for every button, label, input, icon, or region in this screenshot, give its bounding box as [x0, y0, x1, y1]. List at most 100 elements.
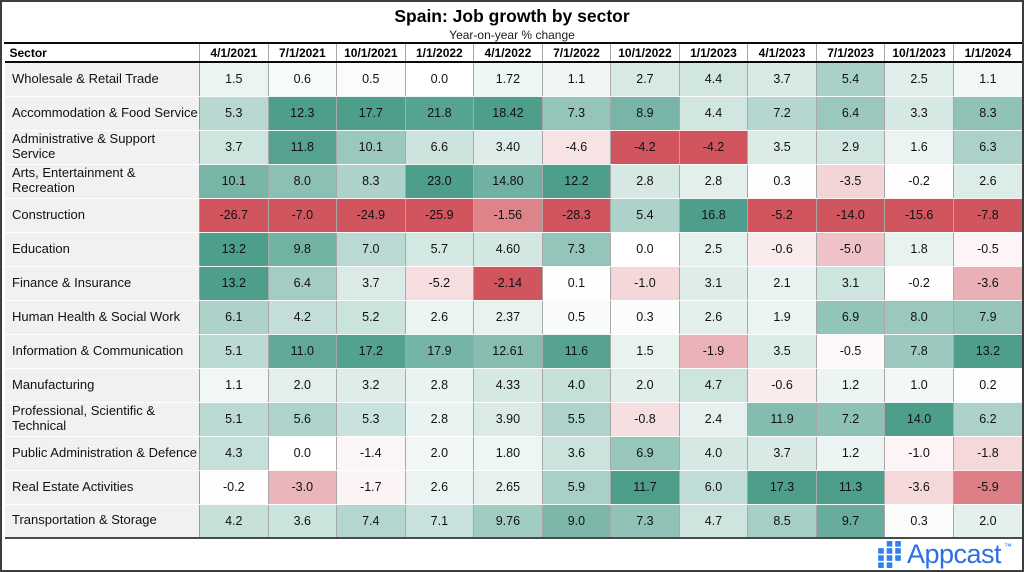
heatmap-cell: 2.6 [405, 300, 475, 335]
sector-column-header: Sector [3, 42, 200, 63]
heatmap-cell: -0.8 [610, 402, 680, 437]
heatmap-cell: 7.3 [542, 96, 612, 131]
heatmap-cell: 2.0 [405, 436, 475, 471]
date-column-header: 4/1/2023 [747, 42, 817, 63]
row-label: Construction [2, 198, 200, 233]
heatmap-cell: 11.7 [610, 470, 680, 505]
heatmap-cell: -26.7 [199, 198, 269, 233]
heatmap-cell: -3.6 [884, 470, 954, 505]
heatmap-cell: 2.4 [679, 402, 749, 437]
heatmap-cell: 9.76 [473, 504, 543, 539]
table-body: Wholesale & Retail Trade 1.5 0.6 0.5 0.0 1.72… [2, 62, 1022, 539]
heatmap-cell: 16.8 [679, 198, 749, 233]
heatmap-cell: 9.0 [542, 504, 612, 539]
heatmap-cell: 6.2 [953, 402, 1022, 437]
heatmap-cell: 6.4 [816, 96, 886, 131]
heatmap-cell: 11.9 [747, 402, 817, 437]
heatmap-cell: 7.9 [953, 300, 1022, 335]
heatmap-cell: 0.0 [610, 232, 680, 267]
heatmap-cell: 7.2 [816, 402, 886, 437]
heatmap-cell: 5.9 [542, 470, 612, 505]
heatmap-cell: 3.6 [268, 504, 338, 539]
heatmap-cell: 6.0 [679, 470, 749, 505]
heatmap-cell: 3.5 [747, 334, 817, 369]
heatmap-cell: 0.3 [610, 300, 680, 335]
heatmap-cell: 0.3 [747, 164, 817, 199]
sector-growth-table: Sector 4/1/2021 7/1/2021 10/1/2021 1/1/2022 4… [2, 42, 1022, 539]
date-column-header: 4/1/2021 [199, 42, 269, 63]
heatmap-cell: 4.3 [199, 436, 269, 471]
heatmap-cell: 3.90 [473, 402, 543, 437]
heatmap-cell: 7.8 [884, 334, 954, 369]
heatmap-cell: -5.9 [953, 470, 1022, 505]
heatmap-cell: 2.8 [679, 164, 749, 199]
heatmap-cell: 1.1 [542, 62, 612, 97]
row-label: Information & Communication [2, 334, 200, 369]
heatmap-cell: 1.6 [884, 130, 954, 165]
heatmap-cell: 2.0 [953, 504, 1022, 539]
row-label: Finance & Insurance [2, 266, 200, 301]
heatmap-cell: 5.1 [199, 334, 269, 369]
row-label: Education [2, 232, 200, 267]
heatmap-cell: 4.2 [268, 300, 338, 335]
heatmap-cell: -1.0 [884, 436, 954, 471]
table-row: Wholesale & Retail Trade 1.5 0.6 0.5 0.0 1.72… [2, 62, 1022, 97]
heatmap-cell: 6.9 [816, 300, 886, 335]
heatmap-cell: 4.0 [679, 436, 749, 471]
table-row: Real Estate Activities -0.2 -3.0 -1.7 2.6 2.6… [2, 470, 1022, 505]
heatmap-cell: 17.3 [747, 470, 817, 505]
heatmap-cell: 4.2 [199, 504, 269, 539]
heatmap-cell: 6.6 [405, 130, 475, 165]
heatmap-cell: 4.7 [679, 368, 749, 403]
heatmap-cell: -1.4 [336, 436, 406, 471]
heatmap-cell: -1.9 [679, 334, 749, 369]
heatmap-cell: 0.0 [405, 62, 475, 97]
heatmap-cell: 12.2 [542, 164, 612, 199]
heatmap-cell: 23.0 [405, 164, 475, 199]
heatmap-cell: 1.8 [884, 232, 954, 267]
table-row: Accommodation & Food Service 5.3 12.3 17.7 2… [2, 96, 1022, 131]
title-block: Spain: Job growth by sector Year-on-year… [2, 2, 1022, 42]
heatmap-cell: 18.42 [473, 96, 543, 131]
heatmap-cell: 0.3 [884, 504, 954, 539]
heatmap-cell: 12.61 [473, 334, 543, 369]
heatmap-cell: 5.4 [610, 198, 680, 233]
heatmap-cell: 9.7 [816, 504, 886, 539]
date-column-header: 10/1/2021 [336, 42, 406, 63]
date-column-header: 7/1/2021 [268, 42, 338, 63]
heatmap-cell: 4.7 [679, 504, 749, 539]
heatmap-cell: -0.5 [953, 232, 1022, 267]
row-label: Accommodation & Food Service [2, 96, 200, 131]
heatmap-cell: 3.7 [747, 436, 817, 471]
date-column-header: 10/1/2023 [884, 42, 954, 63]
heatmap-cell: -0.2 [884, 164, 954, 199]
heatmap-cell: 11.8 [268, 130, 338, 165]
heatmap-cell: -4.2 [610, 130, 680, 165]
heatmap-table: Sector 4/1/2021 7/1/2021 10/1/2021 1/1/2022 4… [2, 42, 1022, 539]
heatmap-cell: 0.1 [542, 266, 612, 301]
row-label: Real Estate Activities [2, 470, 200, 505]
heatmap-cell: -1.0 [610, 266, 680, 301]
heatmap-cell: -28.3 [542, 198, 612, 233]
row-label: Transportation & Storage [2, 504, 200, 539]
heatmap-cell: 1.5 [610, 334, 680, 369]
heatmap-cell: 3.1 [679, 266, 749, 301]
heatmap-cell: 11.3 [816, 470, 886, 505]
row-label: Professional, Scientific & Technical [2, 402, 200, 437]
heatmap-cell: 2.8 [610, 164, 680, 199]
heatmap-cell: -4.2 [679, 130, 749, 165]
heatmap-cell: -5.2 [747, 198, 817, 233]
heatmap-cell: 4.33 [473, 368, 543, 403]
heatmap-cell: 3.7 [747, 62, 817, 97]
heatmap-cell: 1.5 [199, 62, 269, 97]
heatmap-cell: 2.0 [268, 368, 338, 403]
heatmap-cell: 9.8 [268, 232, 338, 267]
heatmap-cell: 3.3 [884, 96, 954, 131]
heatmap-cell: 5.4 [816, 62, 886, 97]
table-row: Professional, Scientific & Technical 5.1 5… [2, 402, 1022, 437]
heatmap-cell: 11.6 [542, 334, 612, 369]
heatmap-cell: 8.3 [953, 96, 1022, 131]
appcast-logo: Appcast ™ [878, 541, 1012, 568]
heatmap-cell: -4.6 [542, 130, 612, 165]
